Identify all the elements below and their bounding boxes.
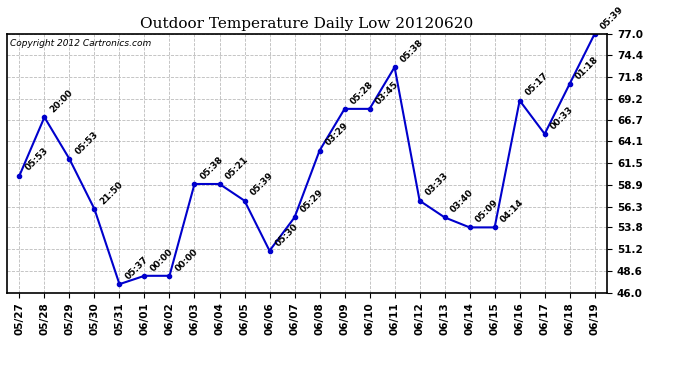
Text: 03:33: 03:33 bbox=[424, 171, 451, 198]
Text: 00:33: 00:33 bbox=[549, 105, 575, 131]
Text: 05:09: 05:09 bbox=[474, 198, 500, 225]
Text: 00:00: 00:00 bbox=[174, 247, 200, 273]
Text: 05:30: 05:30 bbox=[274, 222, 300, 248]
Text: 05:39: 05:39 bbox=[599, 4, 625, 31]
Text: 03:29: 03:29 bbox=[324, 121, 351, 148]
Title: Outdoor Temperature Daily Low 20120620: Outdoor Temperature Daily Low 20120620 bbox=[141, 17, 473, 31]
Text: 05:38: 05:38 bbox=[199, 155, 225, 181]
Text: 00:00: 00:00 bbox=[148, 247, 175, 273]
Text: 20:00: 20:00 bbox=[48, 88, 75, 114]
Text: 05:37: 05:37 bbox=[124, 255, 150, 281]
Text: 21:50: 21:50 bbox=[99, 180, 125, 206]
Text: 05:38: 05:38 bbox=[399, 38, 425, 64]
Text: Copyright 2012 Cartronics.com: Copyright 2012 Cartronics.com bbox=[10, 39, 151, 48]
Text: 01:18: 01:18 bbox=[574, 54, 600, 81]
Text: 03:45: 03:45 bbox=[374, 80, 400, 106]
Text: 05:53: 05:53 bbox=[74, 130, 100, 156]
Text: 05:21: 05:21 bbox=[224, 155, 250, 181]
Text: 05:53: 05:53 bbox=[23, 146, 50, 173]
Text: 03:40: 03:40 bbox=[448, 188, 475, 214]
Text: 05:29: 05:29 bbox=[299, 188, 325, 214]
Text: 05:17: 05:17 bbox=[524, 71, 551, 98]
Text: 05:28: 05:28 bbox=[348, 80, 375, 106]
Text: 05:39: 05:39 bbox=[248, 171, 275, 198]
Text: 04:14: 04:14 bbox=[499, 198, 526, 225]
